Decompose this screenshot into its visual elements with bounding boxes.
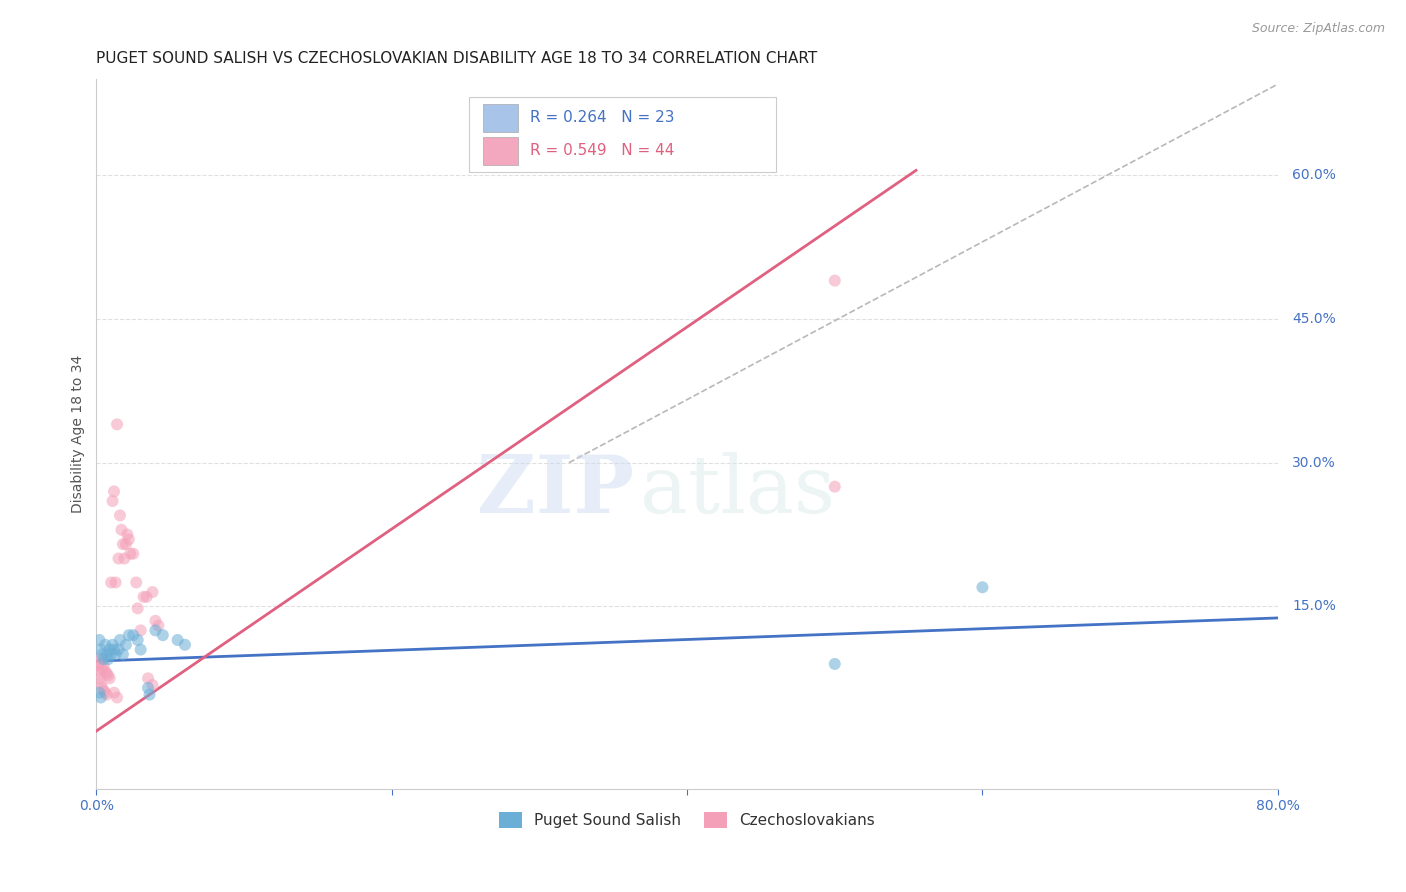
Point (89, 665, 111, 679)
Text: Source: ZipAtlas.com: Source: ZipAtlas.com (1251, 22, 1385, 36)
Point (103, 642, 125, 657)
Text: R = 0.264   N = 23: R = 0.264 N = 23 (530, 111, 675, 126)
Point (89, 632, 111, 647)
Text: R = 0.549   N = 44: R = 0.549 N = 44 (530, 144, 675, 158)
Point (89, 671, 111, 685)
FancyBboxPatch shape (482, 103, 519, 132)
Point (94, 638, 117, 652)
Y-axis label: Disability Age 18 to 34: Disability Age 18 to 34 (72, 355, 86, 513)
Point (125, 575, 148, 590)
Point (141, 678, 163, 692)
Point (101, 638, 124, 652)
Point (108, 508, 131, 523)
Point (110, 523, 132, 537)
Point (120, 547, 142, 561)
Text: 60.0%: 60.0% (1292, 169, 1336, 182)
Point (108, 632, 131, 647)
Point (132, 590, 155, 604)
Legend: Puget Sound Salish, Czechoslovakians: Puget Sound Salish, Czechoslovakians (494, 805, 882, 834)
Point (104, 575, 127, 590)
Point (87, 658, 110, 673)
Point (101, 494, 124, 508)
Point (96, 648, 118, 662)
Point (127, 632, 149, 647)
Point (111, 648, 134, 662)
Point (93, 658, 115, 673)
Point (129, 624, 152, 638)
Point (129, 642, 152, 657)
Point (91, 662, 114, 676)
Point (824, 657, 846, 671)
Text: 15.0%: 15.0% (1292, 599, 1336, 614)
Text: PUGET SOUND SALISH VS CZECHOSLOVAKIAN DISABILITY AGE 18 TO 34 CORRELATION CHART: PUGET SOUND SALISH VS CZECHOSLOVAKIAN DI… (97, 51, 818, 66)
Point (141, 585, 163, 599)
Point (107, 642, 129, 657)
Point (94, 686, 117, 700)
Point (152, 628, 174, 642)
Point (89, 657, 111, 671)
Point (93, 683, 115, 698)
Point (166, 632, 188, 647)
FancyBboxPatch shape (468, 97, 776, 171)
Point (93, 652, 115, 666)
Point (91, 681, 114, 695)
Point (90, 676, 112, 690)
Point (96, 666, 118, 681)
Point (105, 417, 128, 432)
Point (96, 688, 118, 702)
Point (89, 686, 111, 700)
Point (97, 668, 120, 682)
Point (127, 601, 149, 615)
Point (115, 537, 138, 551)
Point (107, 551, 129, 566)
Point (117, 527, 139, 541)
Point (122, 628, 145, 642)
FancyBboxPatch shape (482, 136, 519, 165)
Point (824, 274, 846, 288)
Point (145, 614, 167, 628)
Point (103, 484, 125, 499)
Point (103, 686, 125, 700)
Text: 30.0%: 30.0% (1292, 456, 1336, 470)
Point (97, 652, 120, 666)
Point (105, 690, 128, 705)
Point (94, 665, 117, 679)
Point (100, 648, 122, 662)
Point (118, 628, 141, 642)
Point (91, 648, 114, 662)
Point (100, 575, 122, 590)
Point (90, 642, 112, 657)
Point (135, 590, 157, 604)
Point (118, 533, 141, 547)
Point (98, 671, 121, 685)
Point (111, 537, 134, 551)
Point (136, 671, 159, 685)
Point (174, 638, 197, 652)
Point (824, 480, 846, 494)
Point (145, 624, 167, 638)
Point (90, 690, 112, 705)
Point (90, 652, 112, 666)
Point (138, 688, 160, 702)
Text: ZIP: ZIP (477, 451, 634, 530)
Point (122, 547, 145, 561)
Text: 45.0%: 45.0% (1292, 312, 1336, 326)
Point (136, 681, 159, 695)
Text: atlas: atlas (640, 451, 835, 530)
Point (148, 618, 170, 632)
Point (115, 638, 138, 652)
Point (104, 648, 127, 662)
Point (98, 642, 121, 657)
Point (112, 551, 135, 566)
Point (972, 580, 994, 594)
